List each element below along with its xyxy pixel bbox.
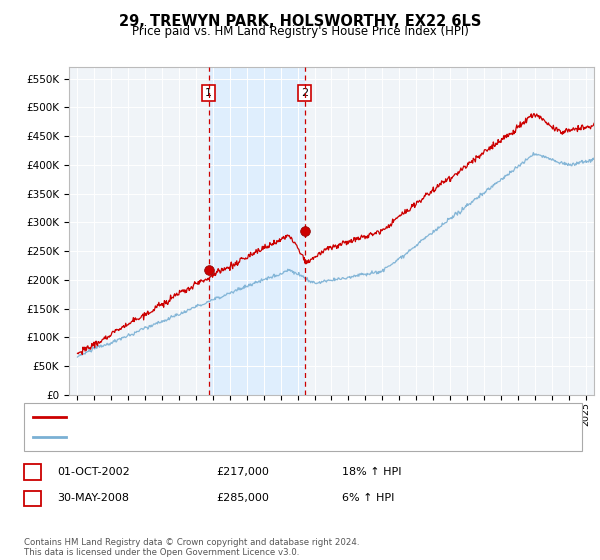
Text: 18% ↑ HPI: 18% ↑ HPI (342, 467, 401, 477)
Text: £285,000: £285,000 (216, 493, 269, 503)
Text: Price paid vs. HM Land Registry's House Price Index (HPI): Price paid vs. HM Land Registry's House … (131, 25, 469, 38)
Text: 2: 2 (301, 88, 308, 98)
Text: Contains HM Land Registry data © Crown copyright and database right 2024.
This d: Contains HM Land Registry data © Crown c… (24, 538, 359, 557)
Text: 30-MAY-2008: 30-MAY-2008 (57, 493, 129, 503)
Bar (209, 67, 305, 395)
Text: 2: 2 (29, 493, 36, 503)
Text: 6% ↑ HPI: 6% ↑ HPI (342, 493, 394, 503)
Text: HPI: Average price, detached house, Torridge: HPI: Average price, detached house, Torr… (71, 432, 306, 442)
Text: 29, TREWYN PARK, HOLSWORTHY, EX22 6LS (detached house): 29, TREWYN PARK, HOLSWORTHY, EX22 6LS (d… (71, 412, 395, 422)
Text: 29, TREWYN PARK, HOLSWORTHY, EX22 6LS: 29, TREWYN PARK, HOLSWORTHY, EX22 6LS (119, 14, 481, 29)
Text: 1: 1 (29, 467, 36, 477)
Text: 1: 1 (205, 88, 212, 98)
Text: £217,000: £217,000 (216, 467, 269, 477)
Text: 01-OCT-2002: 01-OCT-2002 (57, 467, 130, 477)
